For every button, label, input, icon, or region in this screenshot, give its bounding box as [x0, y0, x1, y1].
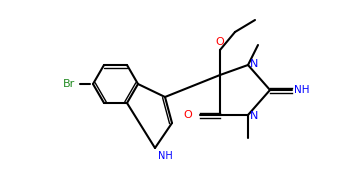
Text: N: N	[250, 111, 258, 121]
Text: N: N	[250, 59, 258, 69]
Text: O: O	[216, 37, 224, 47]
Text: O: O	[183, 110, 192, 120]
Text: Br: Br	[63, 79, 75, 89]
Text: NH: NH	[294, 85, 310, 95]
Text: NH: NH	[158, 151, 173, 161]
